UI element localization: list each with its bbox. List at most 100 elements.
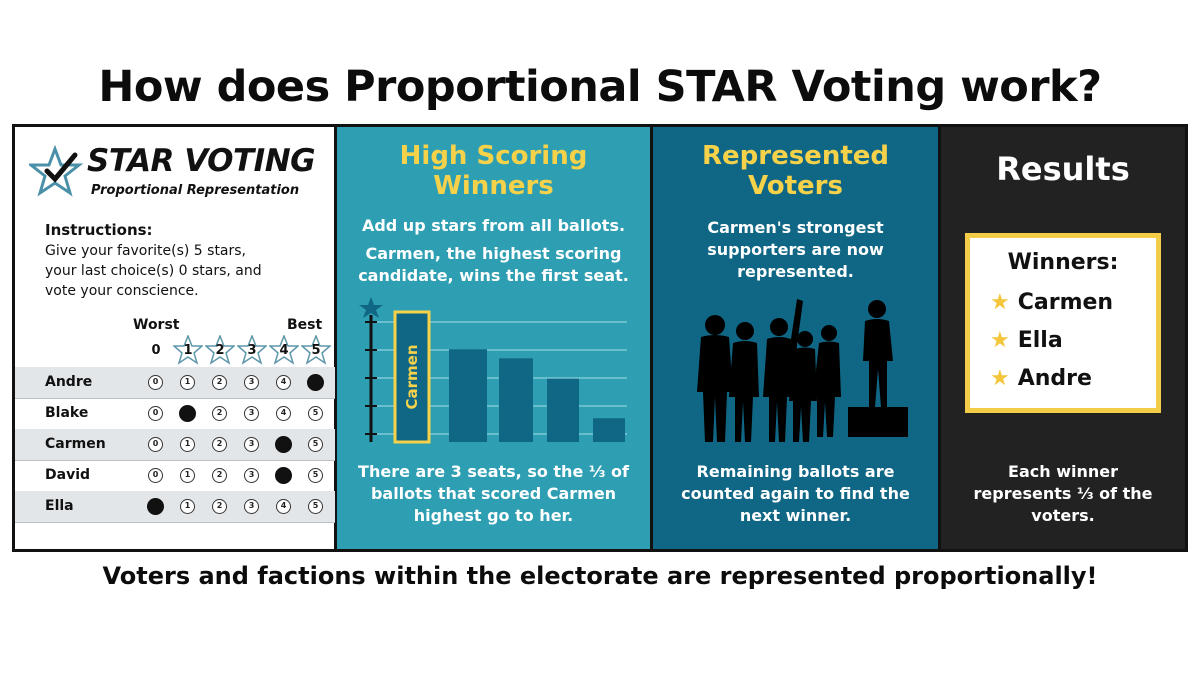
scoring-title-line: High Scoring [399, 141, 588, 171]
bubble-option[interactable]: 3 [244, 499, 259, 514]
results-bottom-text: Each winner represents ⅓ of the voters. [941, 461, 1185, 527]
scoring-panel: High Scoring Winners Add up stars from a… [337, 127, 653, 549]
represented-title: Represented Voters [653, 141, 938, 201]
bubble-filled[interactable] [307, 374, 324, 391]
best-label: Best [287, 317, 323, 333]
scoring-bottom-text: There are 3 seats, so the ⅓ of ballots t… [337, 461, 650, 527]
represented-panel: Represented Voters Carmen's strongest su… [653, 127, 941, 549]
score-label: 3 [247, 343, 257, 358]
bubble-option[interactable]: 4 [276, 406, 291, 421]
results-bottom-line: represents ⅓ of the [973, 484, 1153, 503]
voters-silhouette-icon [697, 299, 908, 442]
bubble-option[interactable]: 0 [148, 375, 163, 390]
represented-title-line: Voters [748, 171, 843, 201]
bubble-option[interactable]: 3 [244, 375, 259, 390]
bubble-filled[interactable] [275, 436, 292, 453]
star-outline-icon [301, 335, 331, 365]
axis-star-icon [359, 297, 383, 318]
bubble-filled[interactable] [275, 467, 292, 484]
candidate-name: Blake [45, 405, 89, 421]
score-column-header: 2 [205, 335, 235, 365]
bar [499, 358, 533, 442]
bubble-option[interactable]: 1 [180, 437, 195, 452]
score-column-header: 0 [141, 335, 171, 365]
bubble-filled[interactable] [147, 498, 164, 515]
score-label: 4 [279, 343, 289, 358]
star-icon: ★ [990, 328, 1010, 353]
scoring-bottom-line: ballots that scored Carmen [370, 484, 617, 503]
represented-text-line: supporters are now [707, 240, 884, 259]
bar-label: Carmen [403, 344, 421, 409]
winner-item: ★ Carmen [990, 290, 1113, 315]
candidate-name: Andre [45, 374, 93, 390]
worst-label: Worst [133, 317, 180, 333]
winner-item: ★ Ella [990, 328, 1063, 353]
bubble-option[interactable]: 2 [212, 468, 227, 483]
candidate-name: David [45, 467, 91, 483]
bubble-option[interactable]: 2 [212, 437, 227, 452]
scoring-text-line: Carmen, the highest scoring [365, 244, 622, 263]
instructions-line: your last choice(s) 0 stars, and [45, 263, 262, 279]
bubble-option[interactable]: 4 [276, 375, 291, 390]
ballot-row: Blake 0 2 3 4 5 [15, 398, 335, 429]
represented-text-line: Carmen's strongest [707, 218, 884, 237]
bubble-option[interactable]: 1 [180, 499, 195, 514]
winners-box: Winners: ★ Carmen ★ Ella ★ Andre [965, 233, 1161, 413]
ballot-panel: STAR VOTING Proportional Representation … [15, 127, 337, 549]
bubble-option[interactable]: 2 [212, 406, 227, 421]
page-title: How does Proportional STAR Voting work? [98, 62, 1102, 112]
winner-name: Carmen [1017, 290, 1114, 315]
star-icon: ★ [990, 290, 1010, 315]
instructions-line: Give your favorite(s) 5 stars, [45, 243, 247, 259]
represented-text: Carmen's strongest supporters are now re… [653, 217, 938, 283]
star-outline-icon [269, 335, 299, 365]
bubble-option[interactable]: 0 [148, 468, 163, 483]
scoring-text-2: Carmen, the highest scoring candidate, w… [337, 243, 650, 287]
bubble-option[interactable]: 5 [308, 499, 323, 514]
bubble-option[interactable]: 0 [148, 406, 163, 421]
represented-text-line: represented. [737, 262, 854, 281]
ballot-row: Andre 0 1 2 3 4 [15, 367, 335, 398]
row-divider [15, 398, 335, 399]
score-column-header: 1 [173, 335, 203, 365]
bubble-option[interactable]: 2 [212, 375, 227, 390]
bubble-option[interactable]: 1 [180, 375, 195, 390]
bubble-option[interactable]: 5 [308, 406, 323, 421]
bubble-option[interactable]: 4 [276, 499, 291, 514]
brand-title: STAR VOTING [87, 143, 316, 179]
star-icon: ★ [990, 366, 1010, 391]
results-bottom-line: voters. [1031, 506, 1095, 525]
bubble-option[interactable]: 5 [308, 437, 323, 452]
star-outline-icon [237, 335, 267, 365]
star-outline-icon [173, 335, 203, 365]
bubble-option[interactable]: 5 [308, 468, 323, 483]
bubble-option[interactable]: 0 [148, 437, 163, 452]
bubble-filled[interactable] [179, 405, 196, 422]
score-label: 5 [311, 343, 321, 358]
bubble-option[interactable]: 3 [244, 406, 259, 421]
candidate-name: Carmen [45, 436, 106, 452]
represented-bottom-line: next winner. [739, 506, 852, 525]
bubble-option[interactable]: 3 [244, 437, 259, 452]
row-divider [15, 522, 335, 523]
represented-title-line: Represented [701, 141, 889, 171]
score-label: 0 [151, 343, 161, 358]
bubble-option[interactable]: 2 [212, 499, 227, 514]
instructions-text: Give your favorite(s) 5 stars, your last… [45, 241, 325, 301]
bar [593, 418, 625, 442]
score-column-header: 5 [301, 335, 331, 365]
bar [547, 378, 579, 442]
star-check-logo-icon [29, 145, 84, 197]
score-column-header: 4 [269, 335, 299, 365]
row-divider [15, 460, 335, 461]
winner-name: Andre [1017, 366, 1092, 391]
results-bottom-line: Each winner [1008, 462, 1118, 481]
candidate-name: Ella [45, 498, 74, 514]
bubble-option[interactable]: 3 [244, 468, 259, 483]
star-outline-icon [205, 335, 235, 365]
ballot-row: Carmen 0 1 2 3 5 [15, 429, 335, 460]
bubble-option[interactable]: 1 [180, 468, 195, 483]
infographic-frame: STAR VOTING Proportional Representation … [12, 124, 1188, 552]
bar [449, 349, 487, 442]
score-label: 2 [215, 343, 225, 358]
